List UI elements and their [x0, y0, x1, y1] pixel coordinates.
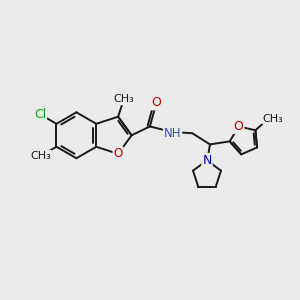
Text: CH₃: CH₃	[113, 94, 134, 104]
Text: CH₃: CH₃	[30, 151, 51, 161]
Text: CH₃: CH₃	[263, 113, 284, 124]
Text: Cl: Cl	[34, 108, 46, 121]
Text: O: O	[113, 147, 123, 161]
Text: O: O	[152, 96, 162, 110]
Text: NH: NH	[164, 127, 181, 140]
Text: O: O	[234, 120, 244, 133]
Text: N: N	[202, 154, 212, 167]
